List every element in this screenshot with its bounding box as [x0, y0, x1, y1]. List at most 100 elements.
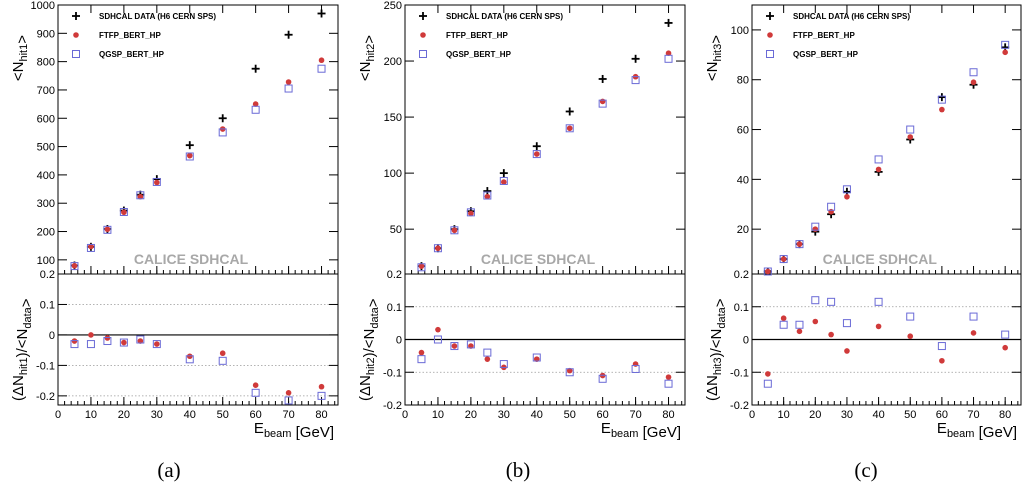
data-point-circle [844, 193, 850, 200]
ratio-point-square [70, 340, 79, 349]
x-tick-label: 20 [465, 409, 477, 421]
data-point-circle [121, 209, 127, 216]
ratio-y-tick-label: -0.2 [383, 400, 402, 412]
x-tick-label: 50 [904, 409, 916, 421]
top-y-tick-label: 200 [37, 227, 55, 239]
data-point-square [565, 124, 574, 133]
ratio-point-circle [875, 323, 882, 330]
data-point-circle [665, 50, 672, 56]
ratio-point-square [499, 360, 508, 369]
top-y-tick-label: 900 [37, 28, 55, 40]
top-y-tick-label: 150 [384, 112, 402, 124]
data-point-circle [812, 226, 819, 232]
x-tick-label: 40 [872, 409, 884, 421]
top-y-tick-label: 80 [737, 75, 749, 87]
x-tick-label: 80 [999, 409, 1011, 421]
data-point-square [317, 64, 326, 73]
data-point-square [103, 225, 112, 234]
top-y-tick-label: 40 [737, 174, 749, 186]
top-y-tick-label: 800 [37, 57, 55, 69]
x-axis-title: Ebeam [GeV] [601, 420, 681, 441]
legend-label: FTFP_BERT_HP [99, 31, 161, 40]
ratio-point-circle [252, 382, 259, 388]
ratio-point-square [417, 355, 426, 364]
ratio-point-circle [907, 333, 914, 340]
caption-a: (a) [157, 458, 181, 482]
x-tick-label: 10 [85, 409, 97, 421]
data-point-circle [154, 179, 160, 186]
ratio-y-tick-label: -0.2 [36, 391, 55, 403]
ratio-y-axis-title: (ΔNhit2)/<Ndata> [357, 298, 382, 401]
x-tick-label: 60 [936, 409, 948, 421]
data-point-square [598, 99, 607, 108]
ratio-point-circle [970, 330, 977, 336]
ratio-point-square [152, 340, 161, 349]
legend-marker-circle [767, 32, 773, 38]
ratio-y-tick-label: 0.2 [734, 269, 749, 281]
ratio-y-tick-label: -0.1 [383, 367, 402, 379]
data-point-square [874, 155, 883, 164]
ratio-point-square [811, 296, 820, 305]
data-point-circle [1002, 49, 1008, 56]
ratio-point-square [906, 312, 915, 321]
ratio-point-circle [632, 361, 639, 367]
data-point-square [827, 202, 836, 211]
x-tick-label: 60 [597, 409, 609, 421]
ratio-point-square [565, 368, 574, 377]
data-point-circle [599, 98, 606, 105]
ratio-point-circle [665, 374, 672, 380]
ratio-point-circle [780, 315, 787, 322]
data-point-square [152, 177, 161, 186]
data-point-square [499, 176, 508, 185]
ratio-point-circle [796, 328, 803, 335]
legend-label: FTFP_BERT_HP [793, 31, 855, 40]
calice-watermark: CALICE SDHCAL [823, 251, 938, 267]
ratio-point-square [103, 337, 112, 346]
x-tick-label: 70 [629, 409, 641, 421]
data-point-square [664, 54, 673, 63]
x-tick-label: 0 [55, 409, 61, 421]
ratio-point-square [937, 342, 946, 351]
ratio-point-circle [418, 349, 425, 356]
ratio-point-square [185, 355, 194, 364]
ratio-point-square [532, 353, 541, 362]
top-y-tick-label: 700 [37, 85, 55, 97]
x-tick-label: 50 [564, 409, 576, 421]
ratio-point-square [136, 335, 145, 344]
x-tick-label: 80 [662, 409, 674, 421]
x-tick-label: 0 [402, 409, 408, 421]
ratio-point-square [631, 364, 640, 373]
data-point-circle [484, 193, 491, 200]
data-point-square [532, 150, 541, 159]
ratio-point-circle [121, 339, 127, 346]
ratio-point-square [86, 340, 95, 349]
top-y-axis-title: <Nhit2> [357, 35, 378, 81]
data-point-circle [318, 57, 325, 64]
ratio-point-circle [137, 338, 144, 344]
chart-panel-3: 0 10 20 30 40 50 60 70 80 20 40 60 80 100 -0.2 -0.1 0 0.1… [704, 4, 1022, 441]
ratio-point-square [450, 342, 459, 351]
data-point-square [450, 226, 459, 235]
data-point-square [795, 240, 804, 249]
data-point-square [811, 222, 820, 231]
top-y-tick-label: 60 [737, 125, 749, 137]
data-point-circle [418, 263, 425, 269]
x-tick-label: 10 [778, 409, 790, 421]
top-y-axis-title: <Nhit3> [704, 35, 725, 81]
data-point-square [70, 262, 79, 271]
ratio-y-tick-label: 0.1 [40, 299, 55, 311]
ratio-point-square [795, 320, 804, 329]
ratio-point-circle [812, 318, 819, 325]
data-point-square [433, 244, 442, 253]
data-point-circle [435, 245, 441, 252]
legend-marker-square [419, 50, 427, 58]
legend-marker-circle [420, 32, 426, 38]
data-point-square [906, 125, 915, 134]
ratio-point-circle [154, 341, 160, 347]
chart-panel-2: 0 10 20 30 40 50 60 70 80 50 100 150 200 250 -0.2 -0.1 0… [357, 0, 686, 441]
ratio-point-square [874, 297, 883, 306]
data-point-square [1001, 40, 1010, 49]
data-point-circle [285, 79, 292, 85]
ratio-y-axis-title: (ΔNhit1)/<Ndata> [10, 298, 35, 401]
top-y-tick-label: 20 [737, 224, 749, 236]
